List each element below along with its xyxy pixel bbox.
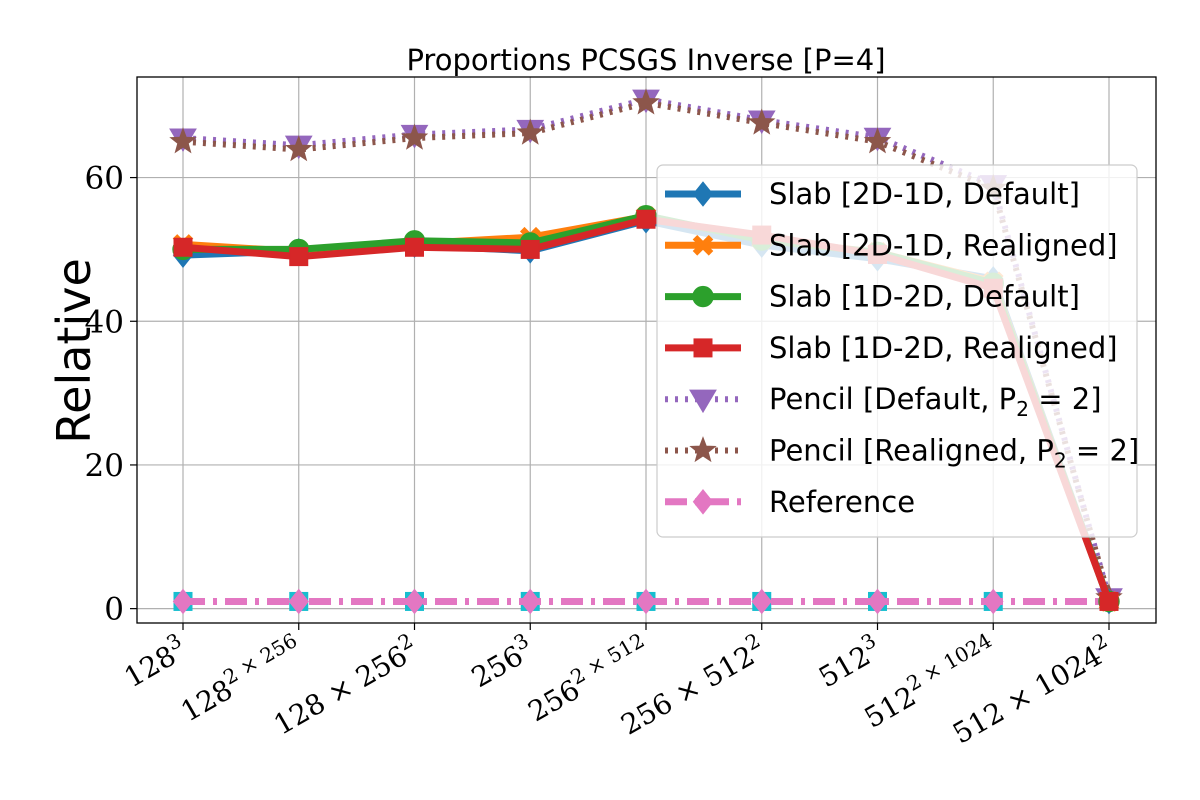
data-point [636,209,656,229]
y-axis: 0 20 40 60 [85,161,137,628]
series-group [172,588,1120,615]
legend-label: Pencil [Default, P2 = 2] [769,382,1102,421]
legend: Slab [2D-1D, Default] Slab [2D-1D, Realig… [656,164,1139,538]
data-point [520,239,540,259]
legend-label: Slab [1D-2D, Realigned] [769,331,1118,365]
legend-label: Reference [769,485,915,519]
data-point [516,118,544,145]
data-point [983,588,1004,615]
y-tick-label: 60 [85,161,124,197]
x-tick-label: 2563 [463,628,539,694]
data-point [405,237,424,257]
x-tick-label: 1283 [116,628,192,694]
legend-item: Slab [2D-1D, Default] [665,177,1080,211]
legend-marker [692,234,714,256]
legend-marker [692,285,714,308]
data-point [289,247,309,267]
data-point [173,237,193,257]
data-point [285,135,313,162]
data-point [635,588,657,615]
data-point [867,588,888,615]
legend-item: Slab [1D-2D, Realigned] [665,331,1118,365]
legend-item: Pencil [Default, P2 = 2] [665,382,1102,421]
x-tick-label: 5123 [811,628,887,694]
data-point [172,588,194,615]
y-tick-label: 0 [104,592,124,628]
axes-frame [136,76,1157,624]
legend-marker [689,389,717,414]
data-point [400,123,429,150]
data-point [520,588,541,615]
legend-item: Reference [665,485,915,519]
y-tick-label: 20 [85,448,124,484]
legend-item: Pencil [Realigned, P2 = 2] [665,434,1139,473]
chart-title: Proportions PCSGS Inverse [P=4] [406,43,885,77]
legend-marker [692,488,714,515]
data-point [748,108,776,135]
data-point [169,127,197,154]
y-tick-label: 40 [85,304,124,340]
data-point [632,88,660,115]
data-point [1099,591,1119,611]
legend-label: Slab [2D-1D, Default] [769,177,1080,211]
legend-label: Slab [1D-2D, Default] [769,280,1080,314]
data-point [404,588,425,615]
legend-marker [693,338,713,358]
data-point [751,588,772,615]
data-point [863,127,892,154]
y-axis-label: Relative [47,258,101,444]
legend-label: Pencil [Realigned, P2 = 2] [769,434,1139,473]
legend-marker [689,436,717,463]
legend-item: Slab [2D-1D, Realigned] [665,228,1118,262]
legend-marker [692,181,714,207]
legend-item: Slab [1D-2D, Default] [665,280,1080,314]
data-point [288,588,309,615]
legend-box [656,164,1138,538]
legend-label: Slab [2D-1D, Realigned] [769,228,1118,262]
